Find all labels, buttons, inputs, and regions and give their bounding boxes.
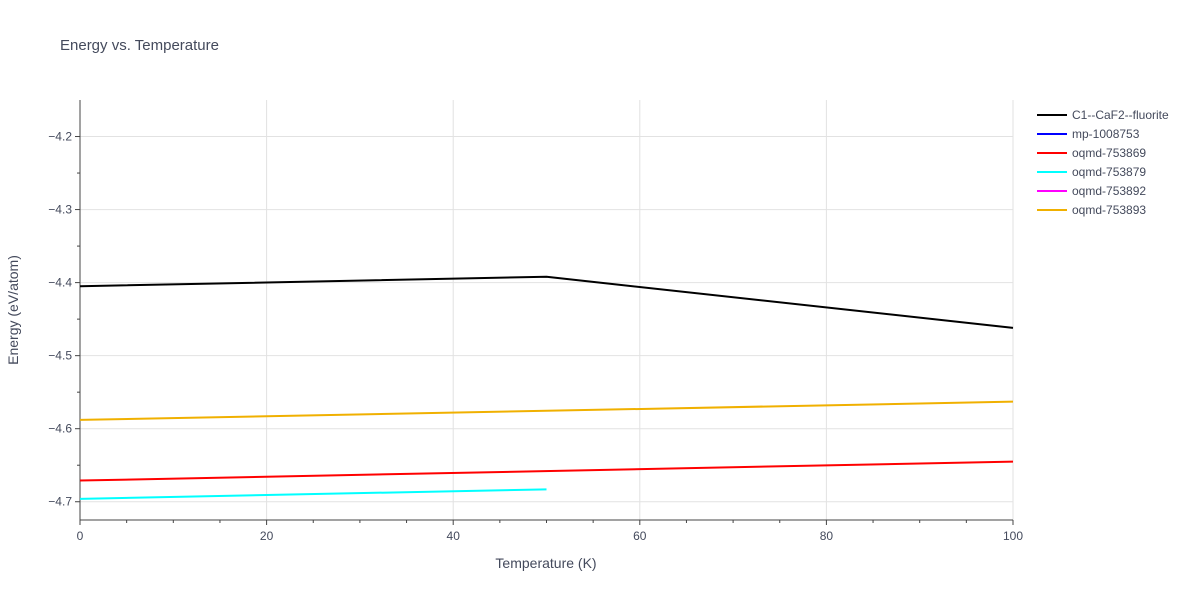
legend-item[interactable]: oqmd-753892	[1037, 184, 1146, 198]
x-tick-label: 80	[820, 529, 834, 543]
legend[interactable]: C1--CaF2--fluorite mp-1008753 oqmd-753869 o…	[1037, 108, 1169, 217]
legend-item[interactable]: mp-1008753	[1037, 127, 1140, 141]
legend-label: C1--CaF2--fluorite	[1072, 108, 1169, 122]
x-tick-label: 0	[77, 529, 84, 543]
legend-label: oqmd-753892	[1072, 184, 1146, 198]
legend-item[interactable]: oqmd-753879	[1037, 165, 1146, 179]
series-lines	[79, 275, 1014, 500]
legend-item[interactable]: oqmd-753893	[1037, 203, 1146, 217]
ticks: 0 20 40 60 80 100 −4.2 −4.3 −4.4 −4.5 −4.6 −4.7	[48, 130, 1023, 543]
x-tick-label: 40	[447, 529, 461, 543]
y-tick-label: −4.2	[48, 130, 72, 144]
y-tick-label: −4.5	[48, 349, 72, 363]
x-axis-title: Temperature (K)	[495, 555, 596, 571]
x-tick-label: 20	[260, 529, 274, 543]
y-tick-label: −4.7	[48, 495, 72, 509]
legend-label: oqmd-753893	[1072, 203, 1146, 217]
legend-item[interactable]: C1--CaF2--fluorite	[1037, 108, 1169, 122]
y-tick-label: −4.3	[48, 203, 72, 217]
legend-item[interactable]: oqmd-753869	[1037, 146, 1146, 160]
y-axis-title: Energy (eV/atom)	[5, 255, 21, 365]
series-line-oqmd-753879	[79, 488, 547, 500]
legend-label: oqmd-753869	[1072, 146, 1146, 160]
chart-title: Energy vs. Temperature	[60, 37, 219, 54]
legend-label: oqmd-753879	[1072, 165, 1146, 179]
y-tick-label: −4.6	[48, 422, 72, 436]
x-tick-label: 60	[633, 529, 647, 543]
series-line-C1--CaF2--fluorite	[79, 275, 1014, 329]
x-tick-label: 100	[1003, 529, 1023, 543]
grid-lines	[80, 100, 1014, 520]
legend-label: mp-1008753	[1072, 127, 1140, 141]
y-tick-label: −4.4	[48, 276, 72, 290]
series-line-oqmd-753869	[79, 460, 1014, 482]
series-line-oqmd-753893	[79, 400, 1014, 421]
axes	[79, 100, 1013, 521]
